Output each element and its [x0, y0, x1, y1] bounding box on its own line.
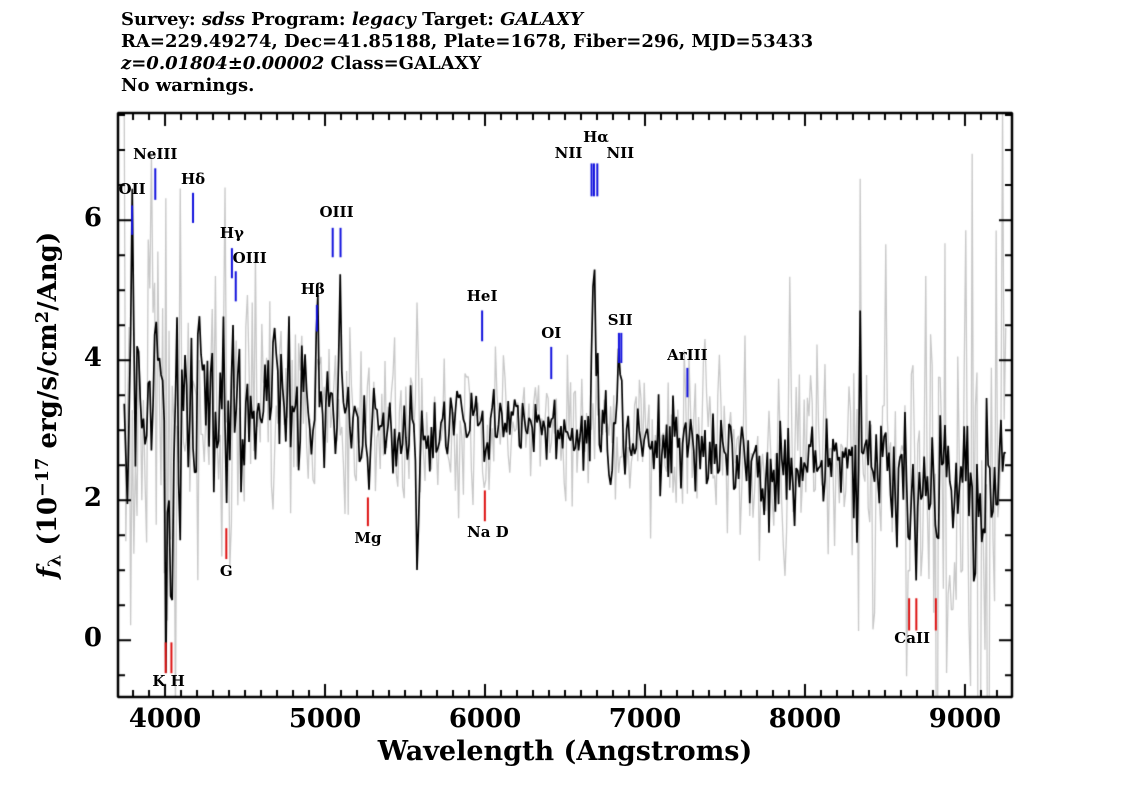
- header-line-survey: Survey: sdss Program: legacy Target: GAL…: [121, 9, 813, 31]
- ylabel-unit-end: /Ang): [32, 231, 63, 311]
- target-value: GALAXY: [500, 9, 583, 30]
- x-tick-label: 7000: [608, 704, 682, 734]
- spectrum-header: Survey: sdss Program: legacy Target: GAL…: [121, 9, 813, 97]
- line-label-oiii: OIII: [319, 203, 354, 222]
- ylabel-unit-open: (10: [32, 497, 63, 555]
- x-tick-label: 6000: [448, 704, 522, 734]
- ylabel-unit-mid: erg/s/cm: [32, 323, 63, 458]
- program-key: Program:: [244, 9, 352, 30]
- redshift-value: z=0.01804±0.00002: [121, 53, 325, 74]
- line-label-hβ: Hβ: [300, 280, 325, 299]
- program-value: legacy: [351, 9, 416, 30]
- line-label-oiii: OIII: [232, 249, 267, 268]
- y-axis-label: fλ (10−17 erg/s/cm2/Ang): [32, 185, 72, 625]
- line-label-hγ: Hγ: [219, 224, 244, 243]
- line-label-hei: HeI: [466, 287, 498, 306]
- y-tick-label: 6: [83, 203, 102, 234]
- x-tick-label: 5000: [288, 704, 362, 734]
- x-tick-label: 9000: [928, 704, 1002, 734]
- header-line-redshift: z=0.01804±0.00002 Class=GALAXY: [121, 53, 813, 75]
- survey-value: sdss: [201, 9, 245, 30]
- ylabel-cm-exponent: 2: [32, 310, 53, 324]
- x-tick-label: 4000: [128, 704, 202, 734]
- line-label-hδ: Hδ: [180, 170, 206, 189]
- survey-key: Survey:: [121, 9, 202, 30]
- line-label-k-h: K H: [152, 672, 185, 691]
- line-label-nii: NII: [554, 143, 583, 162]
- y-tick-label: 4: [83, 343, 102, 374]
- line-label-hα: Hα: [583, 128, 609, 147]
- line-label-sii: SII: [607, 310, 633, 329]
- x-axis-label: Wavelength (Angstroms): [377, 736, 753, 767]
- line-label-caii: CaII: [894, 628, 930, 647]
- ylabel-lambda-sub: λ: [44, 554, 66, 567]
- line-label-ariii: ArIII: [667, 345, 708, 364]
- line-label-oii: OII: [118, 180, 146, 199]
- class-value: Class=GALAXY: [324, 53, 482, 74]
- line-label-nii: NII: [606, 143, 635, 162]
- y-tick-label: 2: [83, 483, 102, 514]
- line-label-na-d: Na D: [467, 523, 509, 542]
- y-tick-label: 0: [83, 623, 102, 654]
- target-key: Target:: [415, 9, 501, 30]
- ylabel-f: f: [32, 567, 63, 579]
- x-tick-label: 8000: [768, 704, 842, 734]
- header-line-coords: RA=229.49274, Dec=41.85188, Plate=1678, …: [121, 31, 814, 52]
- line-label-g: G: [219, 562, 233, 581]
- line-label-neiii: NeIII: [133, 145, 178, 163]
- line-label-mg: Mg: [354, 529, 382, 548]
- line-label-oi: OI: [541, 323, 562, 342]
- ylabel-exponent: −17: [32, 457, 53, 498]
- header-line-warnings: No warnings.: [121, 75, 255, 96]
